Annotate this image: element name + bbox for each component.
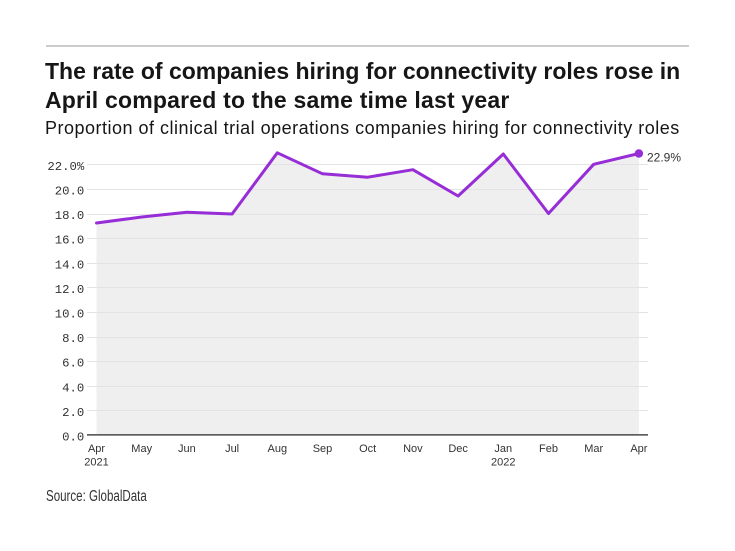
svg-text:Nov: Nov <box>403 443 423 455</box>
svg-text:14.0: 14.0 <box>55 258 85 272</box>
svg-text:6.0: 6.0 <box>62 357 84 371</box>
svg-text:10.0: 10.0 <box>55 308 85 322</box>
svg-text:Jul: Jul <box>225 443 239 455</box>
svg-text:Aug: Aug <box>268 443 288 455</box>
svg-text:8.0: 8.0 <box>62 332 84 346</box>
svg-text:18.0: 18.0 <box>55 209 85 223</box>
svg-text:20.0: 20.0 <box>55 185 85 199</box>
svg-text:0.0: 0.0 <box>62 431 84 445</box>
svg-text:2021: 2021 <box>84 456 108 468</box>
svg-text:Jun: Jun <box>178 443 196 455</box>
svg-text:2.0: 2.0 <box>62 406 84 420</box>
svg-text:May: May <box>131 443 152 455</box>
svg-text:Apr: Apr <box>630 443 647 455</box>
svg-text:22.9%: 22.9% <box>647 150 681 164</box>
svg-text:Sep: Sep <box>313 443 333 455</box>
svg-text:Mar: Mar <box>584 443 603 455</box>
svg-text:Dec: Dec <box>448 443 468 455</box>
svg-text:2022: 2022 <box>491 456 515 468</box>
svg-text:16.0: 16.0 <box>55 234 85 248</box>
svg-text:Jan: Jan <box>494 443 512 455</box>
svg-text:Apr: Apr <box>88 443 105 455</box>
svg-text:22.0%: 22.0% <box>47 160 85 174</box>
svg-text:Oct: Oct <box>359 443 376 455</box>
svg-text:4.0: 4.0 <box>62 381 84 395</box>
svg-text:Feb: Feb <box>539 443 558 455</box>
svg-text:12.0: 12.0 <box>55 283 85 297</box>
